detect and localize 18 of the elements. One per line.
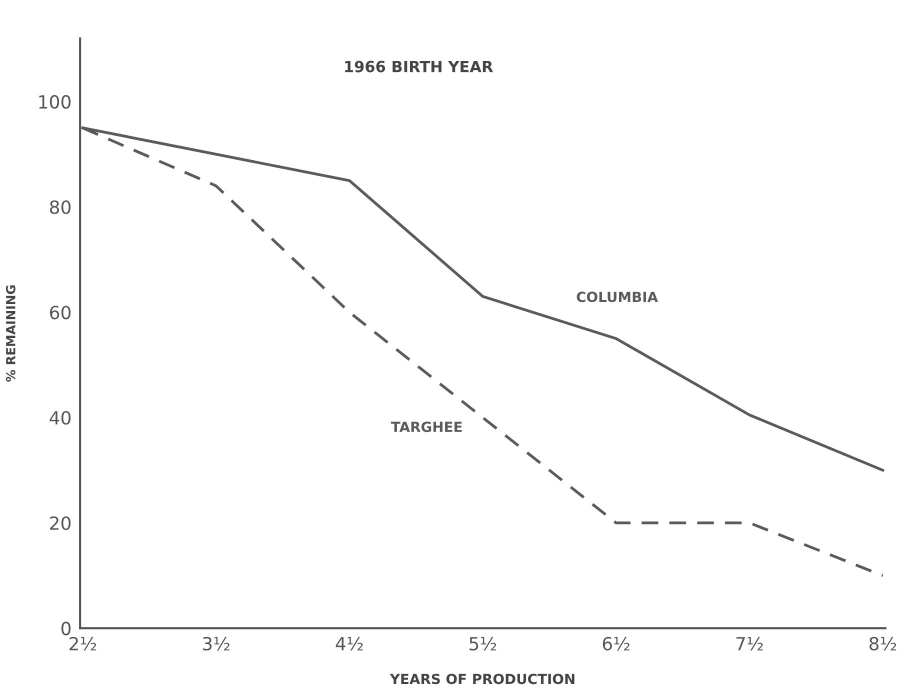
y-tick-label: 0 <box>61 622 71 636</box>
y-tick-label: 60 <box>50 306 71 320</box>
x-tick-label: 8½ <box>869 636 896 651</box>
x-tick-label: 3½ <box>202 636 230 651</box>
x-axis-title: YEARS OF PRODUCTION <box>390 674 574 684</box>
y-tick-label: 100 <box>39 95 71 109</box>
series-label: TARGHEE <box>390 422 462 432</box>
x-tick-label: 6½ <box>602 636 630 651</box>
y-tick-label: 80 <box>50 200 71 214</box>
y-tick-label: 40 <box>50 411 71 425</box>
x-tick-label: 4½ <box>336 636 363 651</box>
text: 1966 BIRTH YEAR <box>345 60 493 72</box>
x-tick-label: 2½ <box>70 636 96 651</box>
x-tick-label: 7½ <box>736 636 763 651</box>
y-axis-title: % REMAINING <box>6 285 16 382</box>
x-tick-label: 5½ <box>470 636 496 651</box>
series-label: COLUMBIA <box>576 292 658 302</box>
y-tick-label: 20 <box>50 516 71 530</box>
